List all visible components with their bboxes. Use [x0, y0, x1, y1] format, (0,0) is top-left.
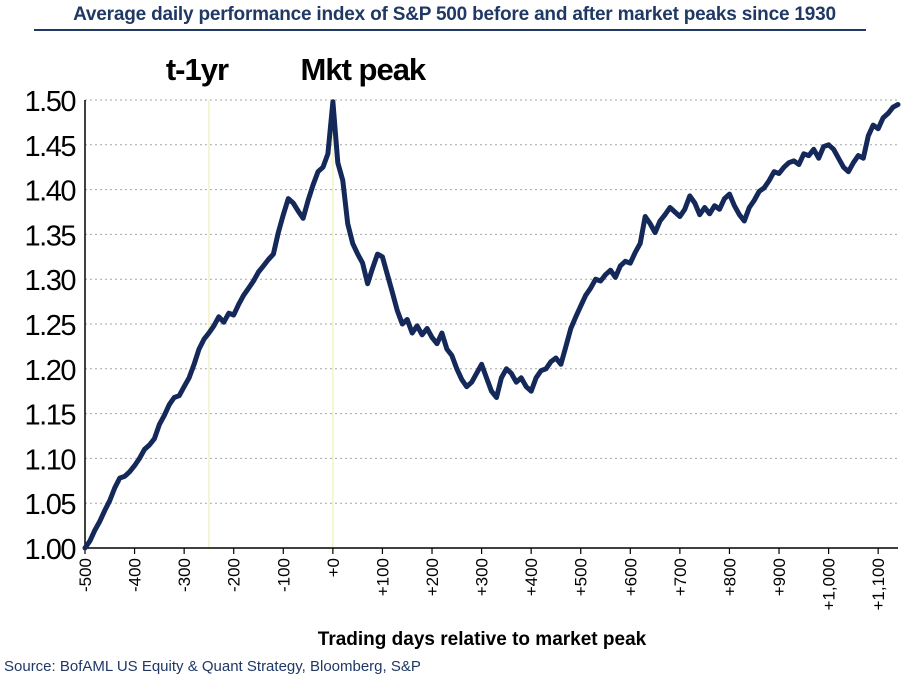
- x-tick-label: -500: [76, 558, 95, 592]
- x-tick-label: +600: [621, 558, 640, 596]
- y-tick-label: 1.10: [25, 444, 76, 476]
- y-tick-label: 1.50: [25, 86, 76, 118]
- y-tick-label: 1.40: [25, 176, 76, 208]
- x-tick-label: +100: [373, 558, 392, 596]
- x-tick-label: -400: [126, 558, 145, 592]
- x-tick-label: +900: [770, 558, 789, 596]
- x-tick-label: +800: [720, 558, 739, 596]
- annotation-label: Mkt peak: [301, 52, 427, 87]
- x-tick-label: -300: [175, 558, 194, 592]
- x-axis-title: Trading days relative to market peak: [318, 629, 647, 650]
- y-tick-label: 1.35: [25, 220, 76, 252]
- y-tick-label: 1.25: [25, 310, 76, 342]
- y-tick-label: 1.30: [25, 265, 76, 297]
- x-tick-label: +700: [671, 558, 690, 596]
- gridlines: [85, 99, 898, 504]
- x-tick-label: +300: [473, 558, 492, 596]
- annotation-lines: [208, 100, 334, 548]
- y-tick-label: 1.20: [25, 355, 76, 387]
- x-tick-label: +1,000: [820, 558, 839, 610]
- y-tick-label: 1.00: [25, 534, 76, 566]
- series-line: [82, 99, 901, 551]
- y-tick-labels: 1.00 1.05 1.10 1.15 1.20 1.25 1.30 1.35 1.40 1.45…: [25, 86, 77, 566]
- y-tick-label: 1.05: [25, 489, 76, 521]
- x-tick-label: -200: [225, 558, 244, 592]
- annotation-labels: t-1yr Mkt peak: [166, 52, 428, 87]
- x-tick-labels: -500 -400 -300 -200 -100 +0 +100 +200 +300 +400 +5…: [76, 548, 888, 610]
- y-tick-label: 1.45: [25, 131, 76, 163]
- x-tick-label: +400: [522, 558, 541, 596]
- annotation-label: t-1yr: [166, 52, 229, 87]
- title-underline: [34, 29, 866, 31]
- chart-title: Average daily performance index of S&P 5…: [73, 4, 836, 25]
- x-tick-label: -100: [274, 558, 293, 592]
- x-tick-label: +0: [324, 558, 343, 577]
- y-tick-label: 1.15: [25, 400, 76, 432]
- x-tick-label: +500: [572, 558, 591, 596]
- x-tick-label: +1,100: [869, 558, 888, 610]
- source-note: Source: BofAML US Equity & Quant Strateg…: [4, 658, 421, 675]
- x-tick-label: +200: [423, 558, 442, 596]
